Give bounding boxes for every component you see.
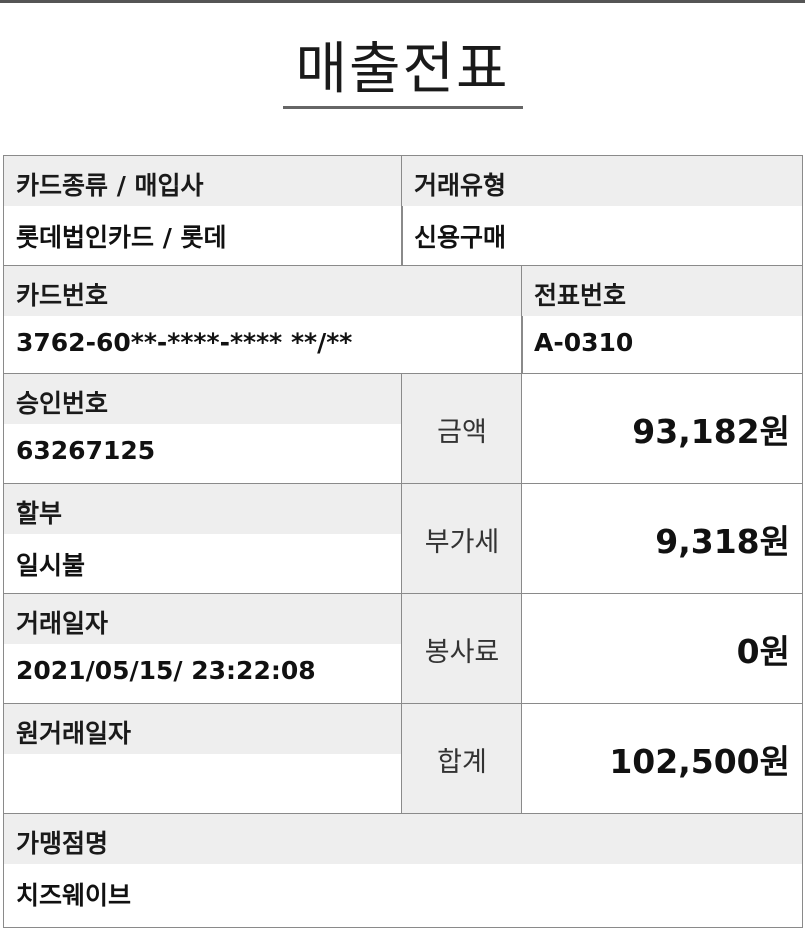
slip-number-label: 전표번호 xyxy=(522,266,802,316)
total-value: 102,500원 xyxy=(521,703,803,815)
total-label: 합계 xyxy=(401,703,523,815)
vat-value: 9,318원 xyxy=(521,483,803,595)
page-title: 매출전표 xyxy=(295,37,510,102)
merchant-name-cell: 가맹점명 치즈웨이브 xyxy=(3,813,803,928)
slip-number-cell: 전표번호 A-0310 xyxy=(521,265,803,375)
amount-label: 금액 xyxy=(401,373,523,485)
original-transaction-date-label: 원거래일자 xyxy=(4,704,402,754)
service-fee-label: 봉사료 xyxy=(401,593,523,705)
approval-number-value: 63267125 xyxy=(16,436,156,465)
transaction-type-value: 신용구매 xyxy=(414,223,507,252)
original-transaction-date-cell: 원거래일자 xyxy=(3,703,403,815)
title-underline xyxy=(283,106,523,109)
card-type-cell: 카드종류 / 매입사 롯데법인카드 / 롯데 xyxy=(3,155,403,267)
merchant-name-value: 치즈웨이브 xyxy=(16,881,132,910)
service-fee-value: 0원 xyxy=(521,593,803,705)
card-number-label: 카드번호 xyxy=(4,266,522,316)
approval-number-label: 승인번호 xyxy=(4,374,402,424)
transaction-type-cell: 거래유형 신용구매 xyxy=(401,155,803,267)
top-border xyxy=(0,0,805,3)
merchant-name-label: 가맹점명 xyxy=(4,814,802,864)
slip-number-value: A-0310 xyxy=(534,328,634,357)
amount-value: 93,182원 xyxy=(521,373,803,485)
transaction-date-value: 2021/05/15/ 23:22:08 xyxy=(16,656,316,685)
transaction-date-cell: 거래일자 2021/05/15/ 23:22:08 xyxy=(3,593,403,705)
transaction-date-label: 거래일자 xyxy=(4,594,402,644)
card-type-value: 롯데법인카드 / 롯데 xyxy=(16,223,227,252)
card-number-cell: 카드번호 3762-60**-****-**** **/** xyxy=(3,265,523,375)
installment-label: 할부 xyxy=(4,484,402,534)
vat-label: 부가세 xyxy=(401,483,523,595)
card-type-label: 카드종류 / 매입사 xyxy=(4,156,402,206)
approval-number-cell: 승인번호 63267125 xyxy=(3,373,403,485)
card-number-value: 3762-60**-****-**** **/** xyxy=(16,328,353,357)
transaction-type-label: 거래유형 xyxy=(402,156,802,206)
installment-cell: 할부 일시불 xyxy=(3,483,403,595)
installment-value: 일시불 xyxy=(16,551,86,580)
